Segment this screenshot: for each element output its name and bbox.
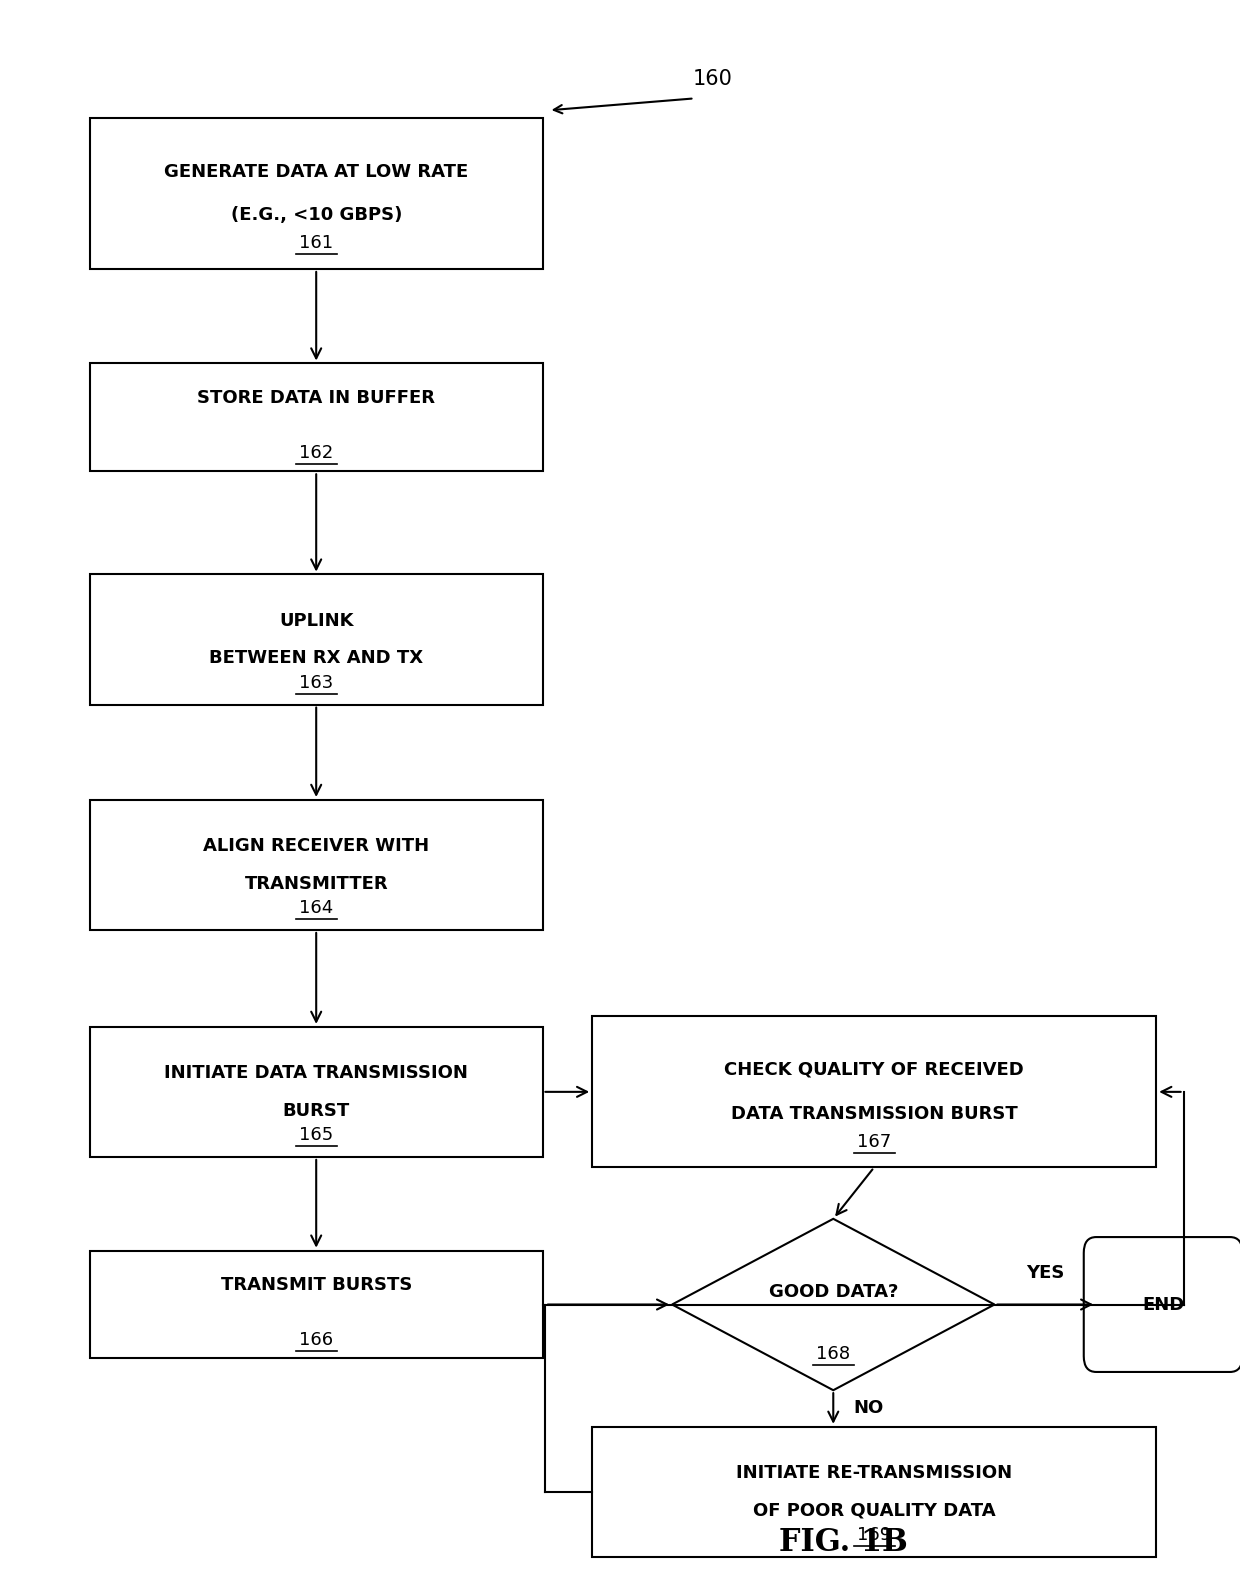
Text: 168: 168 bbox=[816, 1346, 851, 1363]
Text: CHECK QUALITY OF RECEIVED: CHECK QUALITY OF RECEIVED bbox=[724, 1062, 1024, 1079]
Text: TRANSMIT BURSTS: TRANSMIT BURSTS bbox=[221, 1276, 412, 1295]
Text: BETWEEN RX AND TX: BETWEEN RX AND TX bbox=[210, 649, 423, 668]
Text: STORE DATA IN BUFFER: STORE DATA IN BUFFER bbox=[197, 389, 435, 408]
Text: DATA TRANSMISSION BURST: DATA TRANSMISSION BURST bbox=[730, 1105, 1018, 1122]
Text: UPLINK: UPLINK bbox=[279, 611, 353, 630]
Text: YES: YES bbox=[1027, 1263, 1064, 1282]
FancyBboxPatch shape bbox=[91, 1027, 543, 1157]
Text: BURST: BURST bbox=[283, 1101, 350, 1120]
Text: END: END bbox=[1142, 1295, 1184, 1314]
Text: OF POOR QUALITY DATA: OF POOR QUALITY DATA bbox=[753, 1501, 996, 1520]
Text: GENERATE DATA AT LOW RATE: GENERATE DATA AT LOW RATE bbox=[164, 163, 469, 181]
Text: INITIATE RE-TRANSMISSION: INITIATE RE-TRANSMISSION bbox=[737, 1463, 1012, 1482]
Text: 160: 160 bbox=[693, 70, 733, 89]
Text: (E.G., <10 GBPS): (E.G., <10 GBPS) bbox=[231, 206, 402, 224]
FancyBboxPatch shape bbox=[1084, 1238, 1240, 1371]
FancyBboxPatch shape bbox=[91, 800, 543, 930]
Text: GOOD DATA?: GOOD DATA? bbox=[769, 1282, 898, 1301]
FancyBboxPatch shape bbox=[91, 1251, 543, 1358]
Polygon shape bbox=[672, 1219, 994, 1390]
FancyBboxPatch shape bbox=[591, 1427, 1156, 1557]
Text: 163: 163 bbox=[299, 673, 334, 692]
FancyBboxPatch shape bbox=[91, 119, 543, 268]
Text: 166: 166 bbox=[299, 1331, 334, 1349]
FancyBboxPatch shape bbox=[91, 574, 543, 705]
Text: 161: 161 bbox=[299, 235, 334, 252]
Text: FIG. 1B: FIG. 1B bbox=[779, 1527, 908, 1558]
Text: TRANSMITTER: TRANSMITTER bbox=[244, 874, 388, 893]
Text: 165: 165 bbox=[299, 1125, 334, 1144]
Text: 164: 164 bbox=[299, 898, 334, 917]
FancyBboxPatch shape bbox=[591, 1016, 1156, 1168]
Text: NO: NO bbox=[853, 1400, 883, 1417]
Text: 162: 162 bbox=[299, 444, 334, 462]
Text: INITIATE DATA TRANSMISSION: INITIATE DATA TRANSMISSION bbox=[164, 1063, 469, 1082]
Text: 169: 169 bbox=[857, 1525, 892, 1544]
FancyBboxPatch shape bbox=[91, 363, 543, 471]
Text: ALIGN RECEIVER WITH: ALIGN RECEIVER WITH bbox=[203, 836, 429, 855]
Text: 167: 167 bbox=[857, 1133, 892, 1151]
